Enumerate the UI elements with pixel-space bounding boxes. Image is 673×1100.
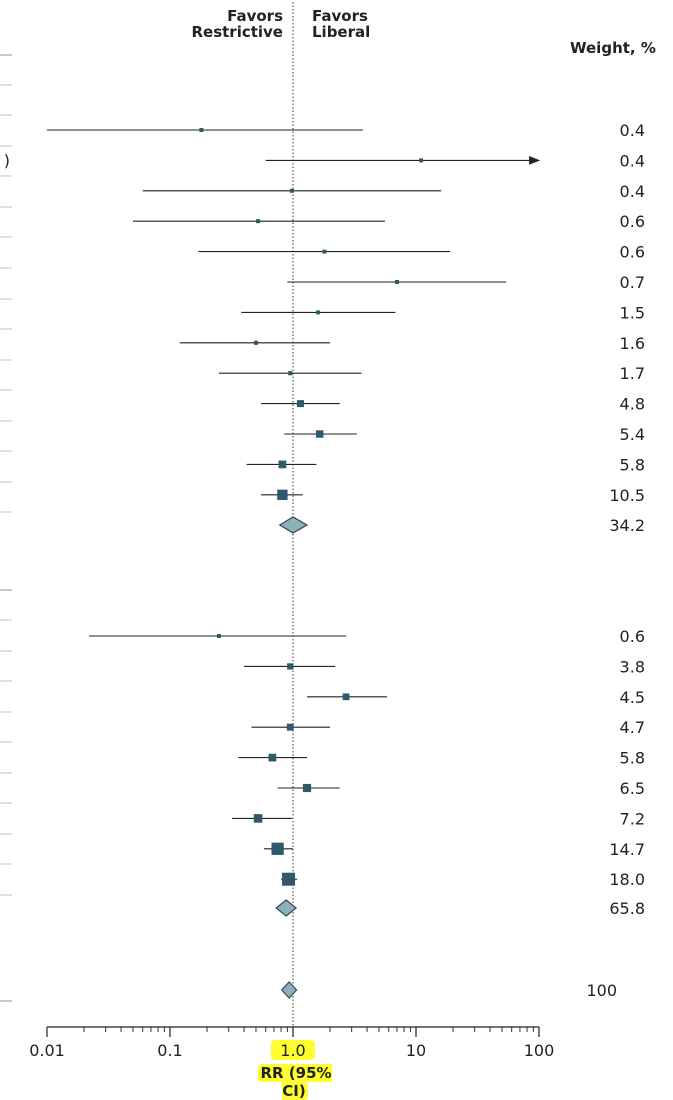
- point-estimate: [322, 249, 327, 254]
- point-estimate: [199, 128, 204, 132]
- weight-label: 0.4: [620, 182, 645, 201]
- weight-label: 0.4: [620, 121, 645, 140]
- header-favors-liberal: Favors Liberal: [312, 8, 370, 40]
- point-estimate: [289, 188, 294, 193]
- weight-label: 5.4: [620, 425, 645, 444]
- tick-highlight: [271, 1040, 315, 1060]
- header-favors-restrictive-line2: Restrictive: [191, 23, 283, 41]
- weight-label: 3.8: [620, 657, 645, 676]
- point-estimate: [288, 371, 293, 376]
- pooled-diamond-weight: 34.2: [609, 516, 645, 535]
- point-estimate: [342, 693, 350, 701]
- weight-label: 0.6: [620, 212, 645, 231]
- header-favors-restrictive-line1: Favors: [227, 7, 283, 25]
- header-favors-restrictive: Favors Restrictive: [191, 8, 283, 40]
- weight-label: 4.5: [620, 688, 645, 707]
- point-estimate: [394, 280, 399, 284]
- weight-label: 0.7: [620, 273, 645, 292]
- x-tick-label: 100: [524, 1041, 555, 1060]
- point-estimate: [268, 753, 277, 762]
- truncated-label-paren: ): [4, 151, 10, 170]
- point-estimate: [282, 872, 296, 886]
- weight-label: 18.0: [609, 870, 645, 889]
- x-tick-label: 0.01: [29, 1041, 65, 1060]
- weight-label: 5.8: [620, 749, 645, 768]
- weight-label: 1.7: [620, 364, 645, 383]
- weight-label: 10.5: [609, 486, 645, 505]
- x-axis-title: RR (95% CI): [250, 1064, 340, 1100]
- point-estimate: [419, 158, 424, 163]
- weight-label: 6.5: [620, 779, 645, 798]
- point-estimate: [296, 400, 304, 408]
- point-estimate: [278, 460, 287, 469]
- weight-label: 0.4: [620, 151, 645, 170]
- weight-label: 5.8: [620, 455, 645, 474]
- weight-label: 7.2: [620, 809, 645, 828]
- point-estimate: [253, 814, 263, 823]
- weight-label: 1.5: [620, 303, 645, 322]
- point-estimate: [277, 489, 288, 500]
- overall-diamond-weight: 100: [586, 981, 617, 1000]
- point-estimate: [253, 340, 258, 345]
- point-estimate: [302, 783, 312, 793]
- weight-column-header: Weight, %: [570, 39, 656, 57]
- weight-label: 4.7: [620, 718, 645, 737]
- x-tick-label: 10: [406, 1041, 426, 1060]
- point-estimate: [286, 723, 294, 731]
- header-favors-liberal-line1: Favors: [312, 7, 368, 25]
- pooled-diamond: [275, 899, 298, 917]
- header-favors-liberal-line2: Liberal: [312, 23, 371, 41]
- point-estimate: [271, 842, 284, 855]
- weight-label: 0.6: [620, 627, 645, 646]
- point-estimate: [316, 310, 321, 315]
- overall-diamond: [280, 981, 298, 999]
- x-tick-label: 1.0: [280, 1041, 305, 1060]
- pooled-diamond-weight: 65.8: [609, 899, 645, 918]
- point-estimate: [287, 663, 294, 670]
- weight-label: 14.7: [609, 840, 645, 859]
- pooled-diamond: [278, 516, 309, 534]
- point-estimate: [316, 430, 324, 438]
- weight-label: 0.6: [620, 243, 645, 262]
- weight-label: 4.8: [620, 395, 645, 414]
- point-estimate: [256, 219, 261, 224]
- point-estimate: [216, 634, 221, 638]
- x-tick-label: 0.1: [157, 1041, 182, 1060]
- weight-label: 1.6: [620, 334, 645, 353]
- x-axis-title-text: RR (95% CI): [258, 1064, 332, 1100]
